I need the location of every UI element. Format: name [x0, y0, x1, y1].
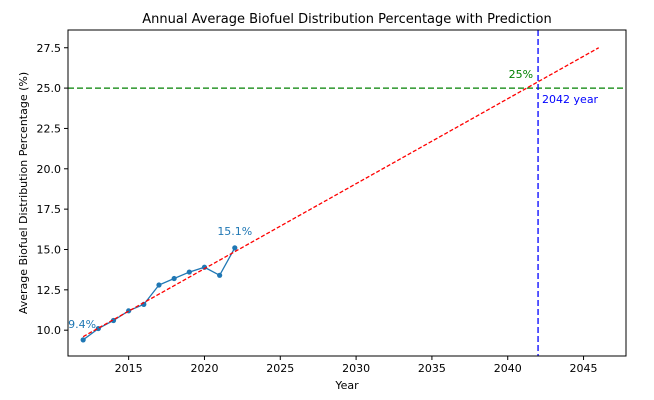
plot-frame: [67, 29, 627, 357]
x-tick-label: 2020: [190, 362, 218, 375]
plot-area: 2015 2020 2025 2030 2035 2040 2045 10.0 12.5 15.0…: [37, 29, 627, 375]
chart-title: Annual Average Biofuel Distribution Perc…: [142, 12, 551, 27]
y-tick-label: 10.0: [37, 324, 62, 337]
y-tick-label: 20.0: [37, 163, 62, 176]
data-point: [186, 269, 192, 275]
x-tick-label: 2025: [266, 362, 294, 375]
y-tick-label: 15.0: [37, 243, 62, 256]
data-point: [156, 282, 162, 288]
data-point: [217, 272, 223, 278]
data-point: [232, 245, 238, 251]
x-tick-label: 2015: [115, 362, 143, 375]
x-tick-label: 2040: [494, 362, 522, 375]
y-tick-label: 12.5: [37, 284, 62, 297]
x-tick-label: 2030: [342, 362, 370, 375]
annotation-label: 2042 year: [542, 93, 599, 106]
x-tick-label: 2045: [570, 362, 598, 375]
annotation-label: 25%: [509, 68, 533, 81]
y-tick-label: 22.5: [37, 122, 62, 135]
annotation-label: 15.1%: [217, 225, 252, 238]
x-axis-title: Year: [334, 379, 359, 392]
data-point: [80, 337, 86, 343]
y-tick-label: 25.0: [37, 82, 62, 95]
y-axis-title: Average Biofuel Distribution Percentage …: [17, 72, 30, 314]
y-tick-label: 17.5: [37, 203, 62, 216]
x-tick-label: 2035: [418, 362, 446, 375]
data-point: [171, 275, 177, 282]
annotation-label: 9.4%: [68, 318, 96, 331]
prediction-trend-line: [82, 47, 600, 338]
y-tick-label: 27.5: [37, 42, 62, 55]
